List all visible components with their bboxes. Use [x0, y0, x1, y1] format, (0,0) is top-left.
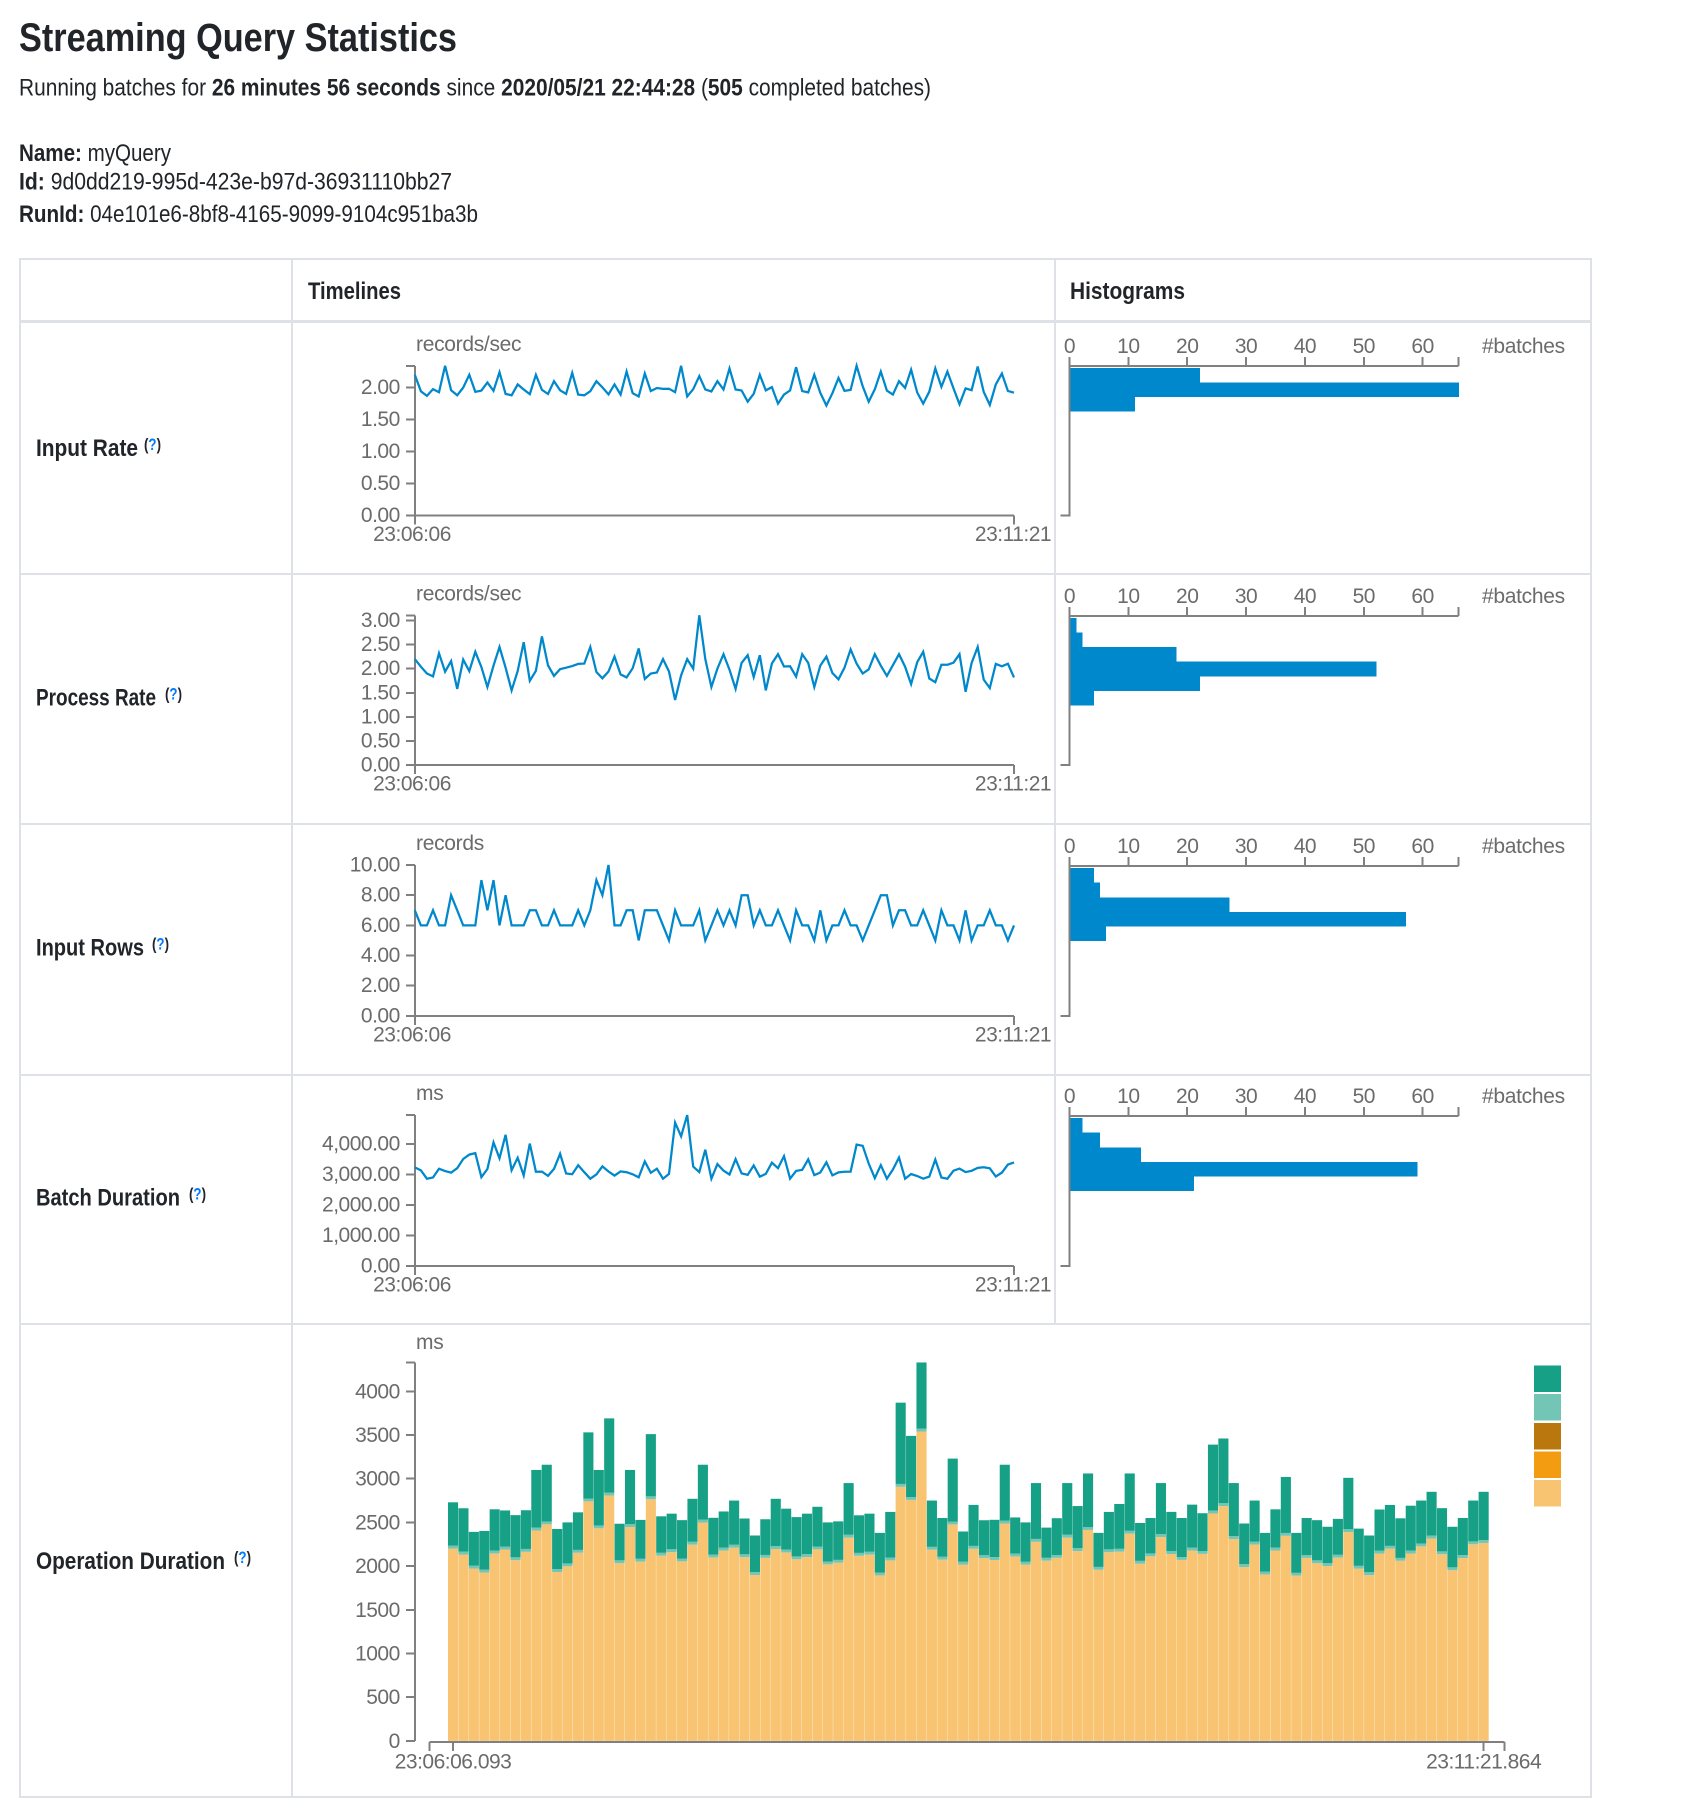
svg-text:30: 30: [1235, 835, 1257, 858]
svg-text:1000: 1000: [355, 1643, 400, 1666]
svg-text:3500: 3500: [355, 1424, 400, 1447]
svg-text:1.50: 1.50: [361, 408, 400, 431]
svg-text:40: 40: [1294, 335, 1316, 358]
svg-text:RunId: 04e101e6-8bf8-4165-9099: RunId: 04e101e6-8bf8-4165-9099-9104c951b…: [19, 201, 478, 228]
svg-text:23:06:06: 23:06:06: [373, 773, 451, 796]
svg-text:(?): (?): [234, 1548, 251, 1567]
svg-text:0: 0: [1064, 585, 1075, 608]
svg-text:23:11:21: 23:11:21: [975, 1273, 1051, 1296]
svg-text:3.00: 3.00: [361, 609, 400, 632]
svg-text:0: 0: [1064, 335, 1075, 358]
svg-text:1500: 1500: [355, 1599, 400, 1622]
svg-text:0: 0: [1064, 835, 1075, 858]
svg-text:Input Rows: Input Rows: [36, 935, 144, 962]
svg-text:records/sec: records/sec: [416, 333, 521, 356]
svg-text:ms: ms: [416, 1082, 443, 1105]
svg-text:60: 60: [1411, 1085, 1433, 1108]
svg-text:60: 60: [1411, 585, 1433, 608]
svg-text:ms: ms: [416, 1331, 443, 1354]
svg-text:6.00: 6.00: [361, 914, 400, 937]
svg-text:2.00: 2.00: [361, 657, 400, 680]
svg-text:23:06:06.093: 23:06:06.093: [395, 1751, 512, 1774]
svg-text:50: 50: [1353, 585, 1375, 608]
svg-text:0.00: 0.00: [361, 1254, 400, 1277]
svg-text:Streaming Query Statistics: Streaming Query Statistics: [19, 16, 457, 60]
svg-text:3000: 3000: [355, 1468, 400, 1491]
svg-text:23:06:06: 23:06:06: [373, 523, 451, 546]
svg-text:(?): (?): [165, 685, 182, 704]
svg-text:Id: 9d0dd219-995d-423e-b97d-36: Id: 9d0dd219-995d-423e-b97d-36931110bb27: [19, 169, 452, 196]
svg-text:30: 30: [1235, 1085, 1257, 1108]
svg-text:10: 10: [1117, 585, 1139, 608]
svg-text:23:11:21: 23:11:21: [975, 523, 1051, 546]
svg-text:0: 0: [1064, 1085, 1075, 1108]
svg-text:10.00: 10.00: [350, 854, 400, 877]
svg-text:Timelines: Timelines: [308, 278, 401, 305]
svg-text:40: 40: [1294, 1085, 1316, 1108]
svg-text:10: 10: [1117, 835, 1139, 858]
svg-text:23:11:21: 23:11:21: [975, 1023, 1051, 1046]
svg-text:#batches: #batches: [1482, 835, 1565, 858]
svg-text:Operation Duration: Operation Duration: [36, 1548, 225, 1575]
svg-text:Name: myQuery: Name: myQuery: [19, 140, 171, 167]
svg-text:1,000.00: 1,000.00: [322, 1224, 400, 1247]
svg-text:50: 50: [1353, 1085, 1375, 1108]
svg-text:4000: 4000: [355, 1380, 400, 1403]
svg-text:2,000.00: 2,000.00: [322, 1193, 400, 1216]
svg-text:2.50: 2.50: [361, 633, 400, 656]
svg-text:8.00: 8.00: [361, 884, 400, 907]
svg-text:20: 20: [1176, 835, 1198, 858]
svg-text:60: 60: [1411, 835, 1433, 858]
svg-text:20: 20: [1176, 1085, 1198, 1108]
svg-text:2000: 2000: [355, 1555, 400, 1578]
svg-text:0.00: 0.00: [361, 1004, 400, 1027]
svg-text:Input Rate: Input Rate: [36, 435, 138, 462]
svg-text:3,000.00: 3,000.00: [322, 1163, 400, 1186]
svg-text:500: 500: [366, 1686, 400, 1709]
svg-text:30: 30: [1235, 335, 1257, 358]
svg-text:1.00: 1.00: [361, 440, 400, 463]
svg-text:2500: 2500: [355, 1511, 400, 1534]
svg-text:0.00: 0.00: [361, 504, 400, 527]
svg-text:0.50: 0.50: [361, 730, 400, 753]
svg-text:23:06:06: 23:06:06: [373, 1273, 451, 1296]
svg-text:23:06:06: 23:06:06: [373, 1023, 451, 1046]
svg-text:2.00: 2.00: [361, 376, 400, 399]
svg-text:4.00: 4.00: [361, 944, 400, 967]
svg-text:23:11:21.864: 23:11:21.864: [1426, 1751, 1542, 1774]
svg-text:0.50: 0.50: [361, 472, 400, 495]
svg-text:1.00: 1.00: [361, 705, 400, 728]
svg-text:#batches: #batches: [1482, 585, 1565, 608]
svg-text:1.50: 1.50: [361, 681, 400, 704]
svg-text:50: 50: [1353, 835, 1375, 858]
svg-text:#batches: #batches: [1482, 335, 1565, 358]
svg-text:23:11:21: 23:11:21: [975, 773, 1051, 796]
svg-text:20: 20: [1176, 585, 1198, 608]
svg-text:records: records: [416, 832, 484, 855]
svg-text:records/sec: records/sec: [416, 583, 521, 606]
svg-text:(?): (?): [144, 435, 161, 454]
svg-text:Process Rate: Process Rate: [36, 685, 156, 712]
svg-text:10: 10: [1117, 335, 1139, 358]
svg-text:(?): (?): [189, 1185, 206, 1204]
svg-text:4,000.00: 4,000.00: [322, 1132, 400, 1155]
svg-text:10: 10: [1117, 1085, 1139, 1108]
svg-text:Histograms: Histograms: [1070, 278, 1185, 305]
svg-text:2.00: 2.00: [361, 974, 400, 997]
svg-text:30: 30: [1235, 585, 1257, 608]
svg-text:#batches: #batches: [1482, 1085, 1565, 1108]
svg-text:Batch Duration: Batch Duration: [36, 1185, 180, 1212]
svg-text:40: 40: [1294, 835, 1316, 858]
svg-text:40: 40: [1294, 585, 1316, 608]
svg-text:Running batches for 26 minutes: Running batches for 26 minutes 56 second…: [19, 75, 931, 102]
svg-text:0: 0: [389, 1730, 400, 1753]
svg-text:20: 20: [1176, 335, 1198, 358]
svg-text:(?): (?): [152, 935, 169, 954]
svg-text:0.00: 0.00: [361, 754, 400, 777]
svg-text:50: 50: [1353, 335, 1375, 358]
svg-text:60: 60: [1411, 335, 1433, 358]
